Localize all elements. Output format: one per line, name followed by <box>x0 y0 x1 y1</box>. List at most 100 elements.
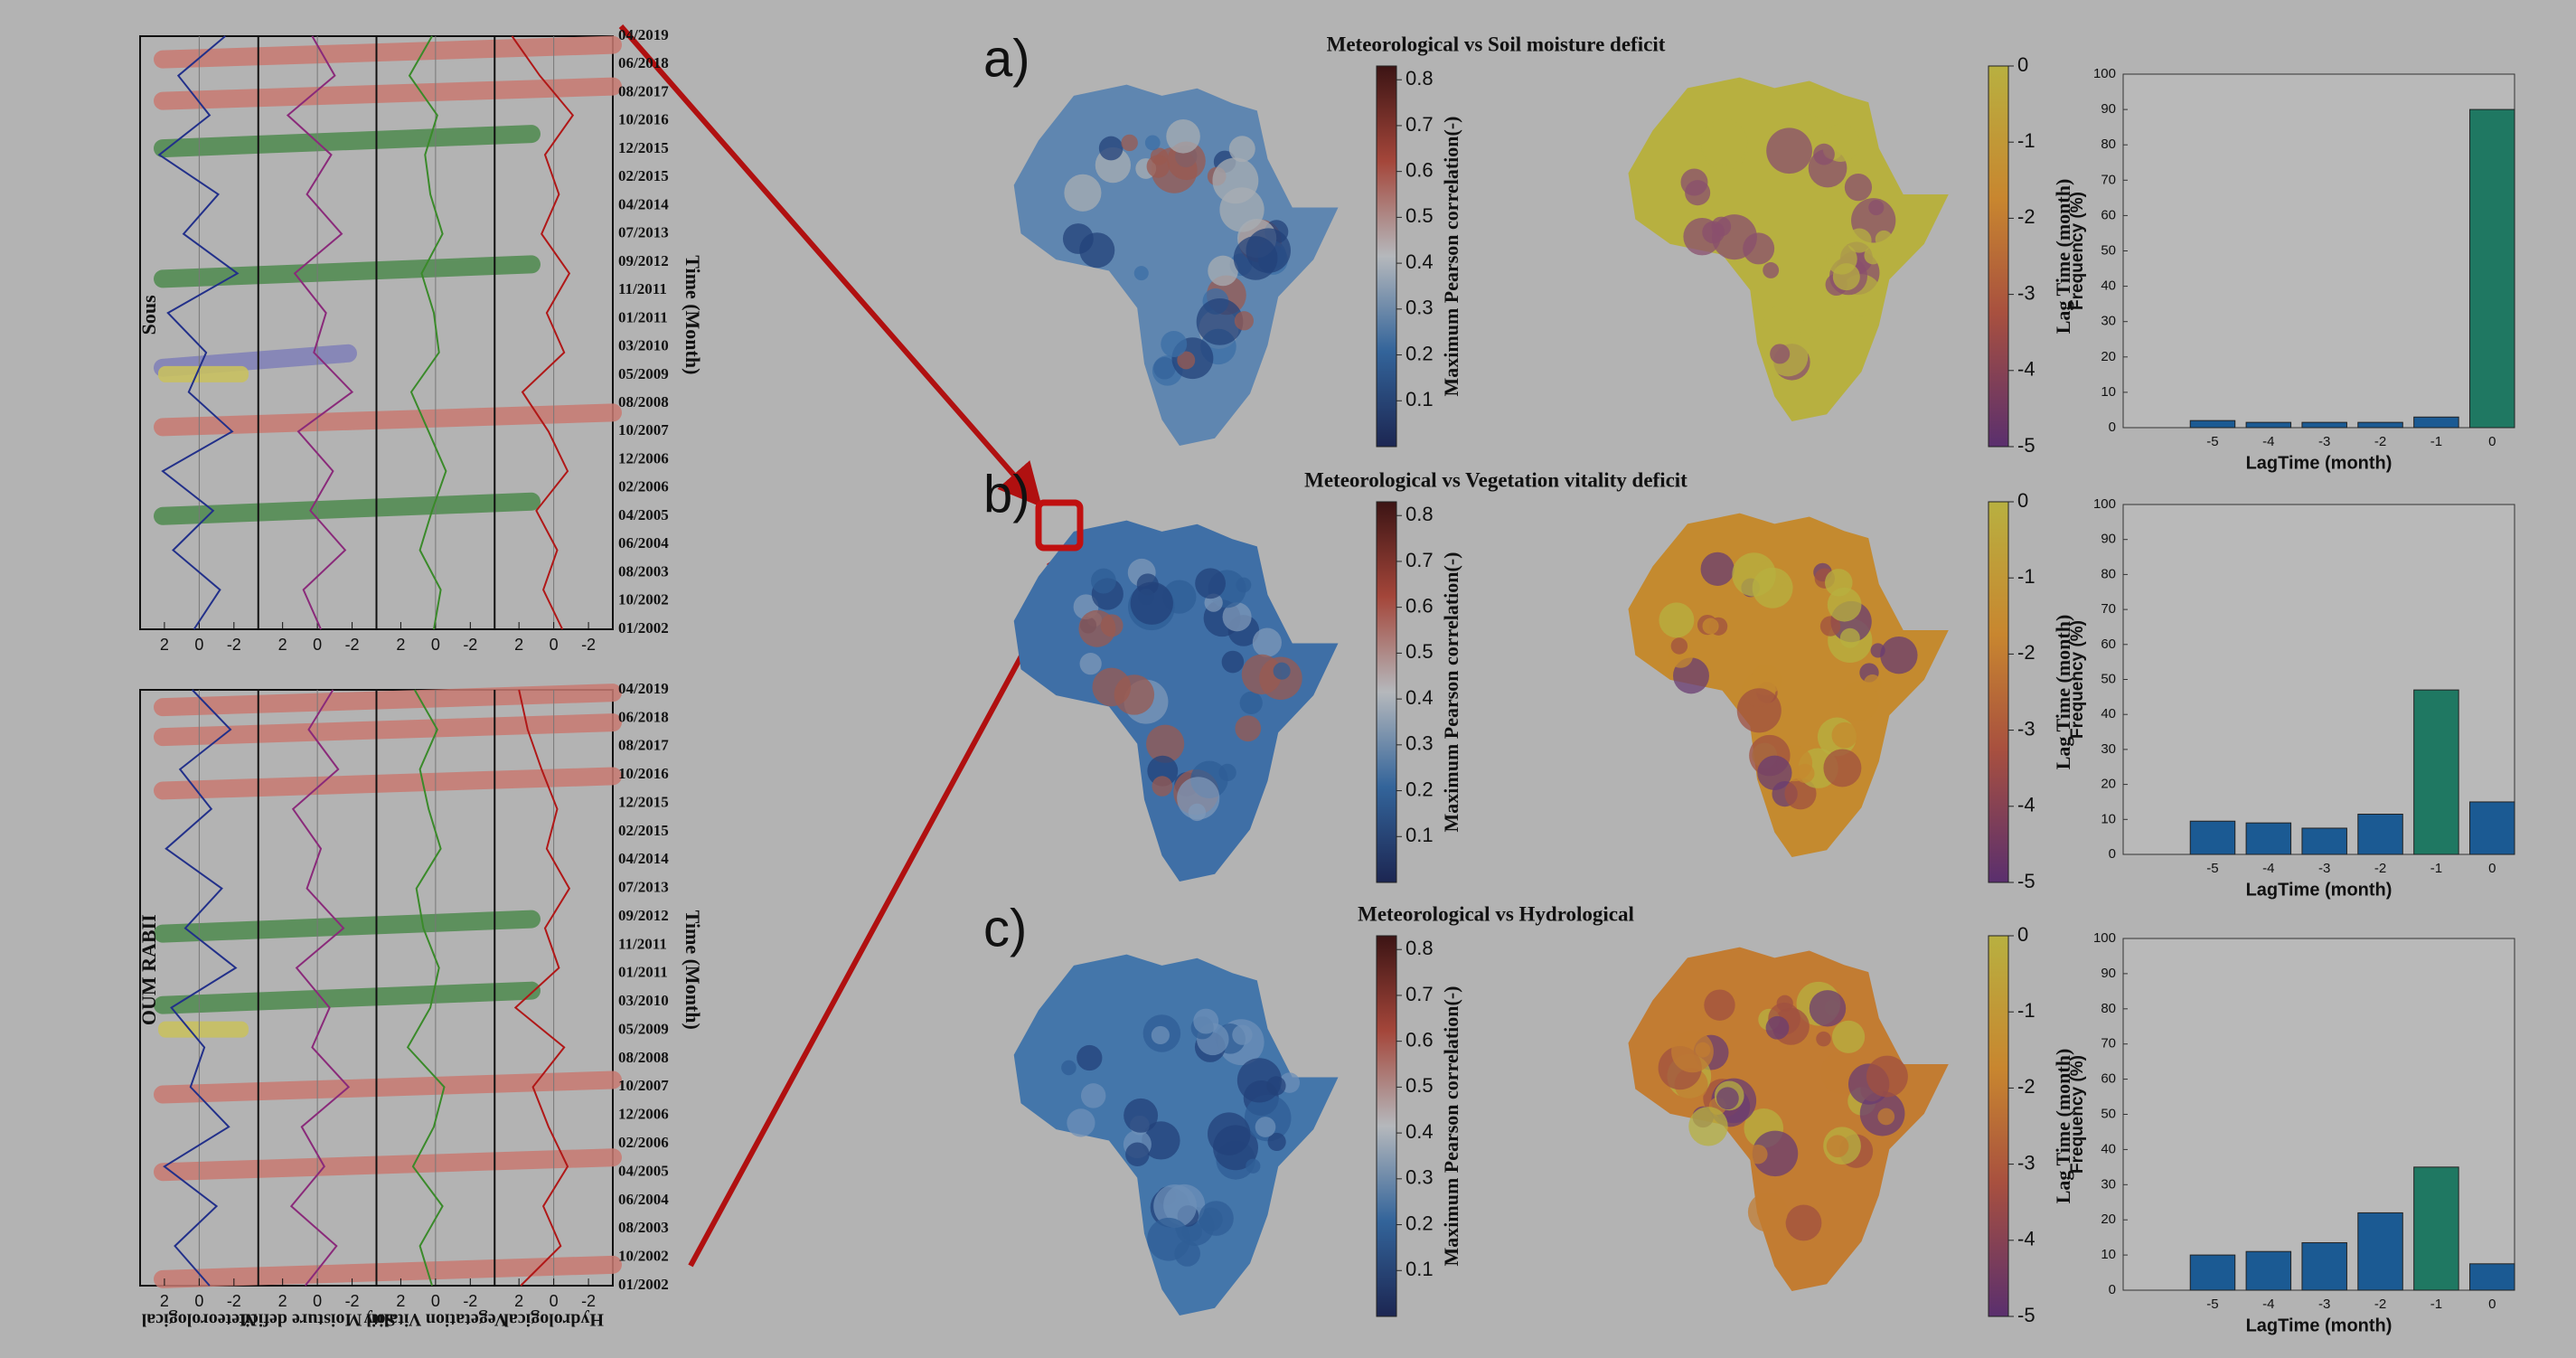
y-tick-label: 90 <box>2101 532 2116 547</box>
colorbar <box>1988 935 2009 1317</box>
time-tick-label: 05/2009 <box>618 365 669 382</box>
map-patch <box>1177 777 1220 820</box>
map-patch <box>1831 1020 1866 1053</box>
map-patch <box>1750 665 1782 696</box>
map-patch <box>1877 1108 1895 1126</box>
time-tick-label: 10/2002 <box>618 1248 669 1265</box>
y-tick-label: 30 <box>2101 314 2116 329</box>
map-patch <box>1246 1158 1261 1174</box>
map-patch <box>1671 1030 1714 1073</box>
arrow <box>688 536 1086 1268</box>
highlight-band <box>154 910 541 943</box>
map-patch <box>1716 1087 1739 1110</box>
map-land <box>1628 513 1949 857</box>
colorbar-tick-label: -2 <box>2017 1075 2035 1098</box>
y-tick-label: 70 <box>2101 601 2116 617</box>
y-tick-label: 90 <box>2101 966 2116 981</box>
map-land <box>1628 947 1949 1291</box>
map-patch <box>1153 1184 1197 1228</box>
y-tick-label: 50 <box>2101 242 2116 258</box>
value-tick-label: 0 <box>313 1292 322 1310</box>
colorbar-tick-label: 0.2 <box>1406 342 1434 364</box>
map-patch <box>1212 157 1259 204</box>
map-patch <box>1823 749 1862 787</box>
x-tick-label: -1 <box>2430 1297 2442 1312</box>
map-patch <box>1222 602 1252 632</box>
map-patch <box>1844 174 1873 202</box>
map-patch <box>1233 236 1278 280</box>
bar <box>2189 820 2236 855</box>
colorbar-label: Lag Time (month) <box>2052 179 2074 335</box>
colorbar-tick-label: 0.2 <box>1406 778 1434 800</box>
map-patch <box>1255 1117 1276 1137</box>
map-patch <box>1079 232 1115 269</box>
bar <box>2413 1166 2459 1291</box>
panel-title: Meteorological vs Soil moisture deficit <box>1327 33 1666 55</box>
map-patch <box>1252 627 1282 657</box>
bar <box>2357 1212 2403 1291</box>
colorbar <box>1376 935 1397 1317</box>
value-tick-label: 2 <box>396 1292 405 1310</box>
time-tick-label: 01/2002 <box>618 1276 669 1293</box>
station-name: Sous <box>137 295 160 335</box>
plot-area <box>2122 73 2515 429</box>
colorbar-tick-label: -4 <box>2017 358 2035 381</box>
x-tick-label: -3 <box>2318 861 2330 876</box>
map-patch <box>1873 240 1902 269</box>
map-patch <box>1870 643 1885 658</box>
series-line <box>406 689 446 1287</box>
map-patch <box>1235 715 1262 742</box>
time-tick-label: 01/2002 <box>618 619 669 637</box>
time-tick-label: 01/2011 <box>618 964 668 981</box>
y-tick-label: 50 <box>2101 1106 2116 1121</box>
colorbar-tick-label: -4 <box>2017 794 2035 816</box>
value-tick-label: 0 <box>194 636 203 654</box>
colorbar-tick-label: 0.5 <box>1406 640 1434 663</box>
map-patch <box>1098 136 1123 161</box>
value-tick-label: 0 <box>550 1292 559 1310</box>
colorbar-tick-label: -3 <box>2017 1151 2035 1174</box>
value-tick-label: 2 <box>160 636 169 654</box>
time-tick-label: 08/2017 <box>618 82 669 99</box>
highlight-band <box>154 77 622 110</box>
map-patch <box>1875 230 1893 249</box>
series-line <box>163 689 238 1287</box>
time-tick-label: 04/2019 <box>618 680 669 697</box>
map-patch <box>1688 1107 1728 1146</box>
map-patch <box>1847 228 1872 253</box>
y-tick-label: 40 <box>2101 278 2116 294</box>
map-patch <box>1825 569 1853 597</box>
x-tick-label: -4 <box>2262 861 2274 876</box>
map-patch <box>1267 1132 1286 1152</box>
bar <box>2301 827 2347 855</box>
map-patch <box>1748 1144 1768 1165</box>
highlight-band <box>154 713 622 747</box>
x-tick-label: -5 <box>2206 434 2218 449</box>
map-patch <box>1130 581 1173 625</box>
axis-label: Meteorological <box>141 1309 257 1329</box>
highlight-box <box>1035 499 1084 552</box>
colorbar-tick-label: 0.7 <box>1406 549 1434 571</box>
time-tick-label: 05/2009 <box>618 1020 669 1037</box>
map-patch <box>1078 609 1116 647</box>
map-patch <box>1827 587 1862 622</box>
y-tick-label: 70 <box>2101 172 2116 187</box>
value-tick-label: -2 <box>227 636 241 654</box>
map-patch <box>1670 637 1688 655</box>
time-tick-label: 08/2003 <box>618 1219 669 1236</box>
map-patch <box>1121 134 1138 152</box>
x-tick-label: -2 <box>2374 861 2386 876</box>
map-patch <box>1228 136 1255 163</box>
time-tick-label: 11/2011 <box>618 280 667 297</box>
y-tick-label: 80 <box>2101 1001 2116 1016</box>
bar <box>2469 801 2515 855</box>
bar <box>2245 1250 2292 1291</box>
map-patch <box>1700 552 1735 586</box>
bar <box>2469 1263 2515 1291</box>
value-tick-label: -2 <box>227 1292 241 1310</box>
time-tick-label: 09/2012 <box>618 907 669 924</box>
value-tick-label: -2 <box>463 1292 477 1310</box>
colorbar-tick-label: -5 <box>2017 434 2035 457</box>
colorbar-tick-label: 0.8 <box>1406 937 1434 959</box>
map-patch <box>1147 755 1179 787</box>
